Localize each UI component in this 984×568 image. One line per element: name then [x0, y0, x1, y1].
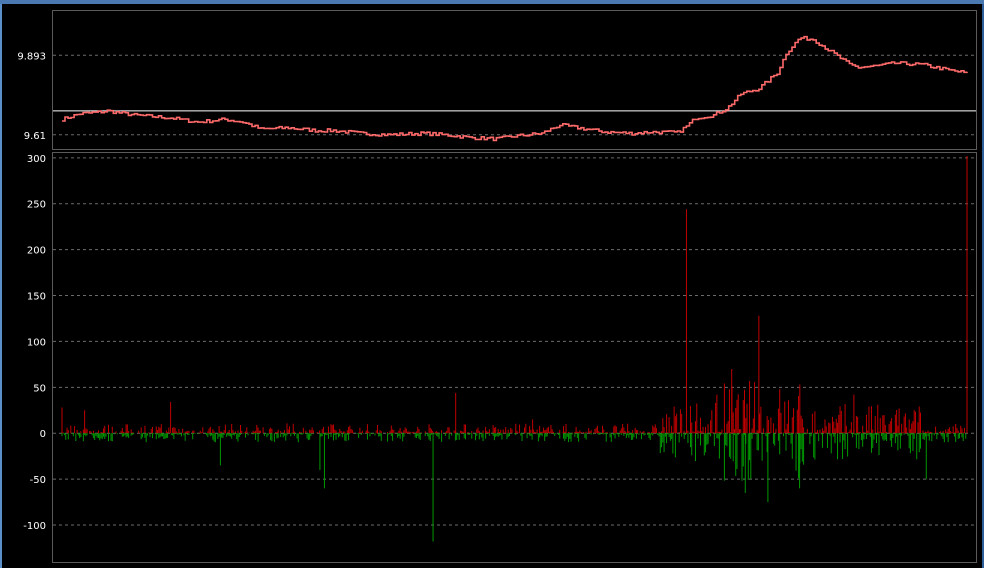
- window-right-border: [982, 4, 984, 568]
- volume-tick-label: 300: [27, 154, 46, 165]
- volume-tick-label: 150: [27, 292, 46, 303]
- volume-tick-label: -100: [23, 521, 46, 532]
- price-tick-label: 9.893: [17, 51, 46, 62]
- volume-panel: [52, 152, 977, 563]
- volume-tick-label: 200: [27, 246, 46, 257]
- volume-tick-label: 100: [27, 337, 46, 348]
- window-left-border: [0, 4, 2, 568]
- volume-tick-label: 0: [40, 429, 46, 440]
- volume-tick-label: 250: [27, 200, 46, 211]
- price-panel: [52, 10, 977, 150]
- volume-tick-label: 50: [33, 383, 46, 394]
- volume-chart-svg: -100 -50 0 50 100 150 200 250 300: [23, 154, 976, 542]
- price-chart-svg: 9.61 9.893: [17, 35, 976, 142]
- price-series-line: [62, 35, 968, 142]
- volume-tick-label: -50: [30, 475, 46, 486]
- price-tick-label: 9.61: [24, 131, 46, 142]
